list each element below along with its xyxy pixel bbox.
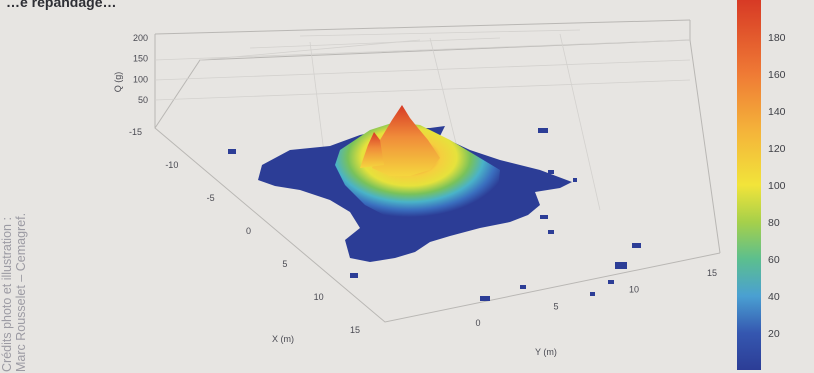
z-tick-label: 150 <box>133 54 148 64</box>
y-tick-label: 10 <box>629 285 639 295</box>
photo-credit: Crédits photo et illustration : Marc Rou… <box>0 132 28 372</box>
colorbar-ticks: 20 40 60 80 100 120 140 160 180 <box>768 32 786 340</box>
x-axis-ticks: -15 -10 -5 0 5 10 15 <box>129 127 360 335</box>
credit-line-2: Marc Rousselet – Cemagref. <box>14 212 28 372</box>
y-tick-label: 0 <box>475 318 480 328</box>
z-tick-label: 200 <box>133 33 148 43</box>
colorbar-tick-label: 180 <box>768 32 786 44</box>
x-tick-label: 0 <box>246 226 251 236</box>
x-tick-label: -5 <box>207 193 215 203</box>
colorbar <box>737 0 761 370</box>
y-axis-label: Y (m) <box>535 347 557 357</box>
z-axis-label: Q (g) <box>113 72 123 93</box>
colorbar-tick-label: 140 <box>768 106 786 118</box>
caption-fragment: …e répandage… <box>6 0 117 10</box>
y-axis-ticks: 0 5 10 15 <box>475 268 717 328</box>
colorbar-tick-label: 20 <box>768 328 780 340</box>
deposit-specks <box>228 128 641 301</box>
axis-frame <box>154 19 721 323</box>
x-tick-label: -15 <box>129 127 142 137</box>
colorbar-tick-label: 80 <box>768 217 780 229</box>
colorbar-tick-label: 160 <box>768 69 786 81</box>
x-tick-label: 15 <box>350 325 360 335</box>
credit-line-1: Crédits photo et illustration : <box>0 217 14 372</box>
y-tick-label: 15 <box>707 268 717 278</box>
x-tick-label: 5 <box>282 259 287 269</box>
x-tick-label: -10 <box>165 160 178 170</box>
colorbar-tick-label: 40 <box>768 291 780 303</box>
colorbar-tick-label: 100 <box>768 180 786 192</box>
x-tick-label: 10 <box>314 292 324 302</box>
deposit-peak <box>372 105 440 176</box>
z-tick-label: 100 <box>133 74 148 84</box>
colorbar-tick-label: 120 <box>768 143 786 155</box>
y-tick-label: 5 <box>553 301 558 311</box>
z-axis-ticks: 50 100 150 200 <box>133 33 148 105</box>
deposit-secondary-peak <box>360 132 384 168</box>
x-axis-label: X (m) <box>272 334 294 344</box>
z-tick-label: 50 <box>138 95 148 105</box>
colorbar-tick-label: 60 <box>768 254 780 266</box>
